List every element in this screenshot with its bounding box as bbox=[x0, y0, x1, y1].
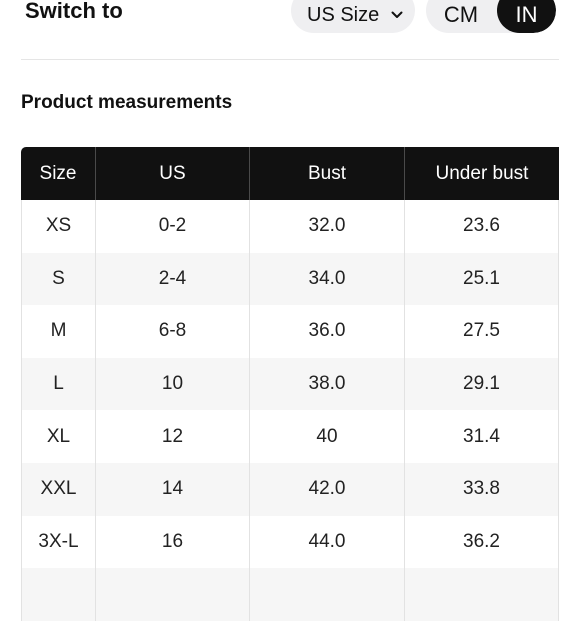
table-row bbox=[21, 568, 559, 621]
table-cell: 3X-L bbox=[21, 515, 95, 569]
table-cell: XXL bbox=[21, 462, 95, 516]
table-row: 3X-L 16 44.0 36.2 bbox=[21, 515, 559, 569]
table-cell: 32.0 bbox=[249, 200, 404, 253]
switch-to-label: Switch to bbox=[25, 0, 123, 23]
table-cell: 34.0 bbox=[249, 252, 404, 306]
table-cell: 10 bbox=[95, 357, 249, 411]
table-cell: 14 bbox=[95, 462, 249, 516]
table-cell: 29.1 bbox=[404, 357, 559, 411]
table-cell: L bbox=[21, 357, 95, 411]
table-cell: 42.0 bbox=[249, 462, 404, 516]
table-cell bbox=[404, 568, 559, 621]
unit-option-cm[interactable]: CM bbox=[443, 2, 479, 27]
table-cell bbox=[249, 568, 404, 621]
section-title: Product measurements bbox=[21, 92, 233, 113]
table-cell: 12 bbox=[95, 410, 249, 463]
table-cell: 31.4 bbox=[404, 410, 559, 463]
table-cell: S bbox=[21, 252, 95, 306]
divider bbox=[21, 59, 559, 60]
chevron-down-icon bbox=[391, 11, 403, 19]
table-row: S 2-4 34.0 25.1 bbox=[21, 252, 559, 306]
unit-option-in[interactable]: IN bbox=[497, 0, 556, 33]
table-cell: 16 bbox=[95, 515, 249, 569]
table-cell bbox=[95, 568, 249, 621]
size-system-select[interactable]: US Size bbox=[291, 0, 415, 33]
table-cell bbox=[21, 568, 95, 621]
table-row: L 10 38.0 29.1 bbox=[21, 357, 559, 411]
table-cell: 44.0 bbox=[249, 515, 404, 569]
table-cell: 36.2 bbox=[404, 515, 559, 569]
column-header-bust: Bust bbox=[249, 147, 404, 200]
table-cell: 25.1 bbox=[404, 252, 559, 306]
table-cell: XL bbox=[21, 410, 95, 463]
unit-toggle: CM IN bbox=[426, 0, 556, 33]
table-cell: 6-8 bbox=[95, 305, 249, 358]
column-header-us: US bbox=[95, 147, 249, 200]
table-cell: 23.6 bbox=[404, 200, 559, 253]
table-cell: M bbox=[21, 305, 95, 358]
column-header-size: Size bbox=[21, 147, 95, 200]
table-row: XL 12 40 31.4 bbox=[21, 410, 559, 463]
table-cell: 40 bbox=[249, 410, 404, 463]
table-header-row: Size US Bust Under bust bbox=[21, 147, 559, 200]
table-cell: 38.0 bbox=[249, 357, 404, 411]
column-header-under-bust: Under bust bbox=[404, 147, 559, 200]
table-cell: 36.0 bbox=[249, 305, 404, 358]
table-cell: XS bbox=[21, 200, 95, 253]
measurements-table: Size US Bust Under bust XS 0-2 32.0 23.6… bbox=[21, 147, 559, 621]
table-row: XXL 14 42.0 33.8 bbox=[21, 462, 559, 516]
table-row: M 6-8 36.0 27.5 bbox=[21, 305, 559, 358]
table-row: XS 0-2 32.0 23.6 bbox=[21, 200, 559, 253]
table-cell: 0-2 bbox=[95, 200, 249, 253]
table-cell: 33.8 bbox=[404, 462, 559, 516]
table-cell: 27.5 bbox=[404, 305, 559, 358]
size-system-value: US Size bbox=[307, 3, 380, 26]
table-cell: 2-4 bbox=[95, 252, 249, 306]
